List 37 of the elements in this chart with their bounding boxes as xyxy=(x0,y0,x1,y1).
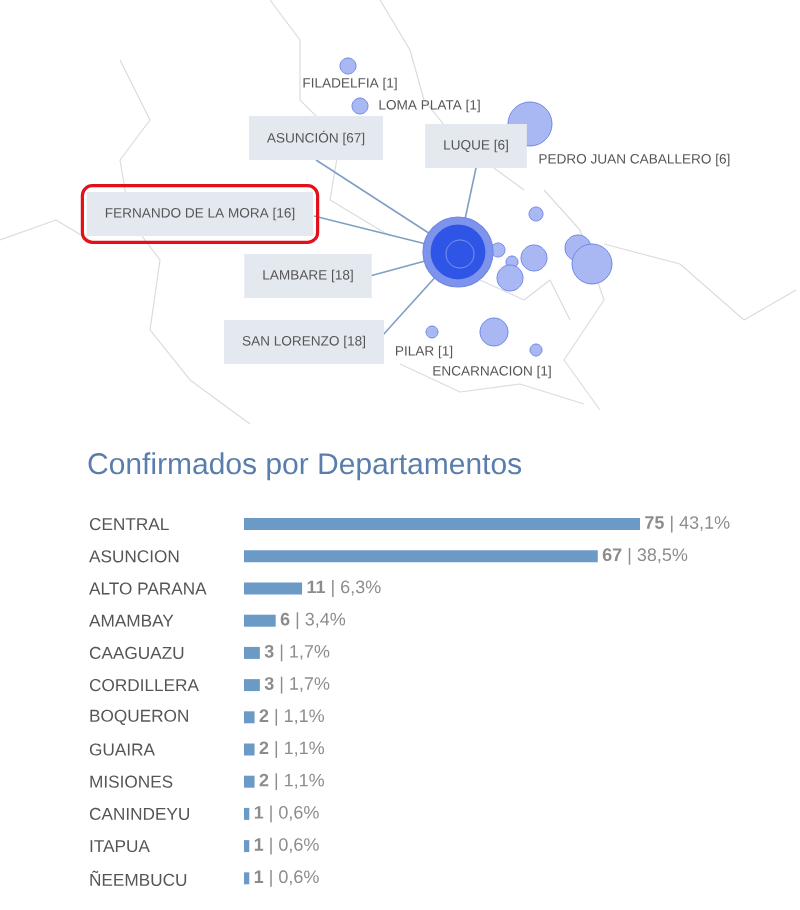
y-tick-label: AMAMBAY xyxy=(89,614,174,627)
y-tick-label: ASUNCION xyxy=(89,550,179,563)
bar xyxy=(244,743,255,756)
bar xyxy=(244,550,598,563)
data-label: 67 | 38,5% xyxy=(602,547,688,565)
data-label: 1 | 0,6% xyxy=(254,805,319,823)
bar xyxy=(244,775,255,788)
bar xyxy=(244,807,250,820)
data-label: 2 | 1,1% xyxy=(259,741,325,758)
data-label: 75 | 43,1% xyxy=(645,515,730,533)
bar xyxy=(244,582,303,595)
bar xyxy=(244,872,250,885)
y-tick-label: ÑEEMBUCU xyxy=(90,870,187,886)
data-label: 1 | 0,6% xyxy=(254,837,319,855)
y-tick-label: CAAGUAZU xyxy=(89,646,184,659)
data-label: 2 | 1,1% xyxy=(259,773,325,791)
y-tick-label: ALTO PARANA xyxy=(89,582,207,595)
data-label: 1 | 0,6% xyxy=(254,869,319,887)
bar xyxy=(244,614,276,627)
y-tick-label: GUAIRA xyxy=(89,743,155,756)
bar xyxy=(244,646,260,659)
y-tick-label: ITAPUA xyxy=(90,840,150,853)
y-tick-label: BOQUERON xyxy=(90,709,188,725)
bar xyxy=(244,518,641,531)
data-label: 3 | 1,7% xyxy=(264,676,330,694)
y-tick-label: CANINDEYU xyxy=(89,807,189,820)
bar xyxy=(244,711,255,724)
y-tick-label: MISIONES xyxy=(90,775,173,788)
data-label: 3 | 1,7% xyxy=(264,644,330,662)
data-label: 2 | 1,1% xyxy=(259,708,325,726)
data-label: 11 | 6,3% xyxy=(307,580,381,597)
bar xyxy=(244,679,260,692)
y-tick-label: CENTRAL xyxy=(89,518,169,531)
y-tick-label: CORDILLERA xyxy=(89,679,199,692)
data-label: 6 | 3,4% xyxy=(280,612,346,630)
chart-title: Confirmados por Departamentos xyxy=(88,452,522,481)
bar xyxy=(244,840,250,853)
